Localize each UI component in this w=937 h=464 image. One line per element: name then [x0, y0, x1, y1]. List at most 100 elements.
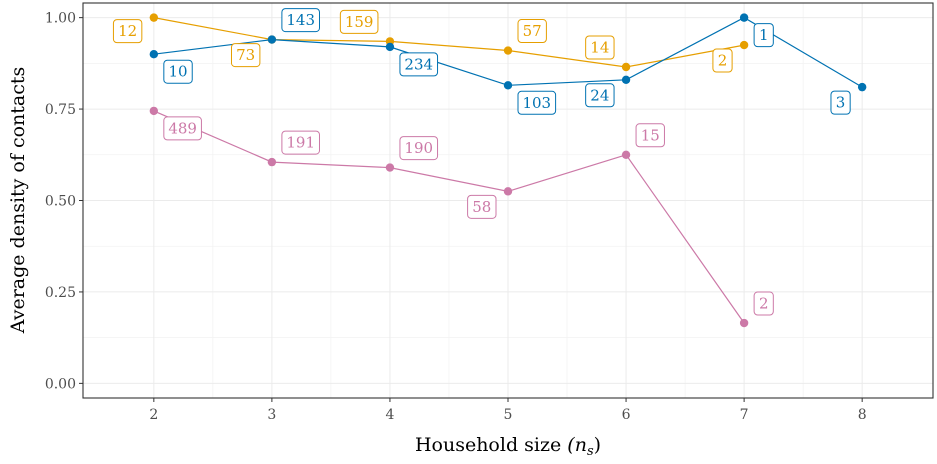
- data-label-text: 3: [836, 94, 846, 112]
- data-label: 24: [585, 83, 615, 108]
- series-line-1: [153, 17, 745, 68]
- x-axis-title: Household size (ns): [415, 434, 601, 459]
- data-label-box: [339, 9, 379, 34]
- data-label: 57: [517, 19, 547, 44]
- data-point: [385, 42, 395, 52]
- data-label-box: [467, 194, 497, 219]
- x-tick-label: 5: [504, 407, 513, 423]
- x-tick-label: 6: [622, 407, 631, 423]
- series-line-3: [153, 110, 745, 324]
- y-tick-label: 0.75: [45, 102, 76, 118]
- data-label-box: [753, 23, 774, 48]
- data-label-text: 143: [286, 11, 315, 29]
- data-label: 103: [517, 90, 557, 115]
- data-label-text: 14: [590, 39, 609, 57]
- data-label-box: [635, 123, 665, 148]
- data-point: [149, 106, 159, 116]
- data-label: 159: [339, 9, 379, 34]
- data-label-box: [517, 19, 547, 44]
- data-label-box: [517, 90, 557, 115]
- data-label-text: 159: [345, 13, 374, 31]
- data-label-box: [163, 116, 202, 141]
- data-label-text: 24: [590, 86, 609, 104]
- data-point: [149, 50, 159, 59]
- major-gridlines: [83, 3, 933, 398]
- data-point: [857, 82, 867, 92]
- y-tick-label: 0.25: [45, 285, 76, 301]
- data-label: 58: [467, 194, 497, 219]
- data-label: 10: [163, 59, 193, 84]
- data-label-text: 10: [168, 63, 187, 81]
- data-label: 191: [281, 130, 320, 155]
- y-axis: 0.00 0.25 0.50 0.75 1.00: [45, 11, 83, 392]
- y-tick-label: 0.50: [45, 194, 76, 210]
- data-label-text: 57: [523, 22, 542, 40]
- data-label-box: [712, 48, 733, 73]
- data-label-text: 73: [236, 46, 255, 64]
- data-label: 73: [230, 43, 261, 68]
- data-point: [739, 40, 749, 50]
- data-label-box: [585, 35, 615, 60]
- data-point: [739, 318, 749, 328]
- data-label: 143: [281, 8, 320, 33]
- x-tick-label: 7: [740, 407, 749, 423]
- data-label-text: 15: [641, 126, 660, 144]
- data-label: 2: [712, 48, 733, 73]
- data-label: 1: [753, 23, 774, 48]
- data-label-text: 1: [759, 26, 769, 44]
- data-label-text: 58: [472, 198, 491, 216]
- data-label-box: [230, 43, 261, 68]
- data-label-box: [753, 291, 774, 316]
- data-point: [503, 46, 513, 55]
- data-label: 3: [830, 90, 851, 115]
- data-label-text: 234: [404, 55, 433, 73]
- data-point: [503, 187, 513, 196]
- data-point: [503, 81, 513, 90]
- data-label: 190: [399, 136, 439, 161]
- data-label: 2: [753, 291, 774, 316]
- y-tick-label: 0.00: [45, 376, 76, 392]
- data-label-box: [399, 136, 439, 161]
- x-axis-title-math-close: ): [594, 434, 601, 456]
- data-label-text: 2: [718, 52, 728, 70]
- points-layer: [149, 13, 867, 328]
- x-axis-title-math-open: (n: [567, 434, 587, 456]
- data-label: 12: [112, 19, 143, 44]
- data-label-text: 191: [286, 134, 315, 152]
- data-label-text: 103: [522, 94, 551, 112]
- data-labels-layer: 12 73 159 57 14 2 10 143 234 103 24 1 3 489 191 190 58 15…: [112, 8, 851, 316]
- y-tick-label: 1.00: [45, 11, 76, 27]
- x-tick-label: 2: [149, 407, 158, 423]
- data-label-box: [163, 59, 193, 84]
- x-axis-title-text: Household size: [415, 434, 561, 456]
- data-label-text: 190: [404, 139, 433, 157]
- data-point: [385, 163, 395, 172]
- data-label-box: [830, 90, 851, 115]
- data-label: 489: [163, 116, 202, 141]
- x-axis-title-subscript: s: [587, 444, 594, 459]
- data-label: 15: [635, 123, 665, 148]
- x-tick-label: 4: [385, 407, 394, 423]
- data-label-box: [399, 52, 439, 77]
- data-label-box: [585, 83, 615, 108]
- data-point: [621, 75, 631, 85]
- data-point: [149, 13, 159, 22]
- data-label: 234: [399, 52, 439, 77]
- data-label-text: 12: [118, 22, 137, 40]
- x-tick-label: 3: [267, 407, 276, 423]
- x-axis: 2 3 4 5 6 7 8: [149, 398, 867, 423]
- data-point: [621, 62, 631, 72]
- data-label-box: [281, 8, 320, 33]
- data-label-box: [281, 130, 320, 155]
- x-tick-label: 8: [858, 407, 867, 423]
- data-point: [267, 35, 277, 44]
- data-point: [267, 157, 277, 167]
- data-label-text: 489: [168, 119, 197, 137]
- y-axis-title: Average density of contacts: [7, 67, 29, 334]
- data-point: [621, 150, 631, 159]
- data-point: [739, 13, 749, 22]
- data-label-box: [112, 19, 143, 44]
- data-label: 14: [585, 35, 615, 60]
- data-label-text: 2: [759, 295, 769, 313]
